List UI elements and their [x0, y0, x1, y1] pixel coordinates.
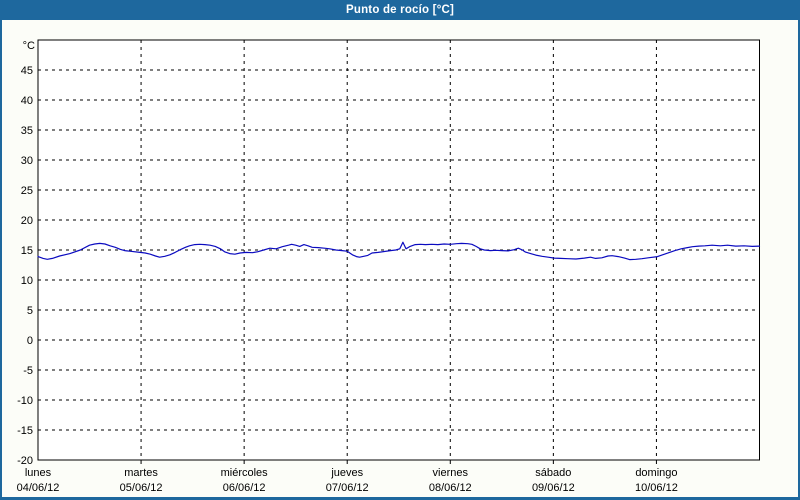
y-axis-tick-label: 30	[21, 155, 33, 167]
y-axis-tick-label: 10	[21, 275, 33, 287]
y-axis-tick-label: 5	[27, 305, 33, 317]
y-axis-unit-label: °C	[23, 40, 35, 52]
x-axis-date-label: 04/06/12	[17, 482, 60, 494]
y-axis-tick-label: 20	[21, 215, 33, 227]
chart-title: Punto de rocío [°C]	[345, 4, 455, 16]
x-axis-day-label: miércoles	[221, 467, 269, 479]
x-axis-day-label: viernes	[433, 467, 469, 479]
y-axis-tick-label: -10	[17, 395, 33, 407]
y-axis-tick-label: -15	[17, 425, 33, 437]
x-axis-date-label: 07/06/12	[326, 482, 369, 494]
x-axis-day-label: lunes	[25, 467, 52, 479]
x-axis-date-label: 05/06/12	[120, 482, 163, 494]
dew-point-line	[37, 241, 761, 261]
x-axis-date-label: 09/06/12	[532, 482, 575, 494]
window-border-bottom	[0, 497, 800, 500]
plot-area	[37, 39, 760, 461]
window-border-right	[798, 0, 800, 500]
y-axis-tick-label: 45	[21, 65, 33, 77]
x-axis-day-label: martes	[124, 467, 158, 479]
y-axis-tick-label: -20	[17, 455, 33, 467]
x-axis-day-label: jueves	[330, 467, 363, 479]
chart-titlebar: Punto de rocío [°C]	[0, 0, 800, 20]
x-axis-date-label: 10/06/12	[635, 482, 678, 494]
y-axis-tick-label: -5	[23, 365, 33, 377]
x-axis-date-label: 08/06/12	[429, 482, 472, 494]
y-axis-tick-label: 15	[21, 245, 33, 257]
x-axis-date-label: 06/06/12	[223, 482, 266, 494]
y-axis-tick-label: 25	[21, 185, 33, 197]
y-axis-tick-label: 0	[27, 335, 33, 347]
window-border-left	[0, 0, 2, 500]
y-axis-tick-label: 35	[21, 125, 33, 137]
y-axis-tick-label: 40	[21, 95, 33, 107]
x-axis-day-label: domingo	[635, 467, 677, 479]
x-axis-day-label: sábado	[535, 467, 571, 479]
